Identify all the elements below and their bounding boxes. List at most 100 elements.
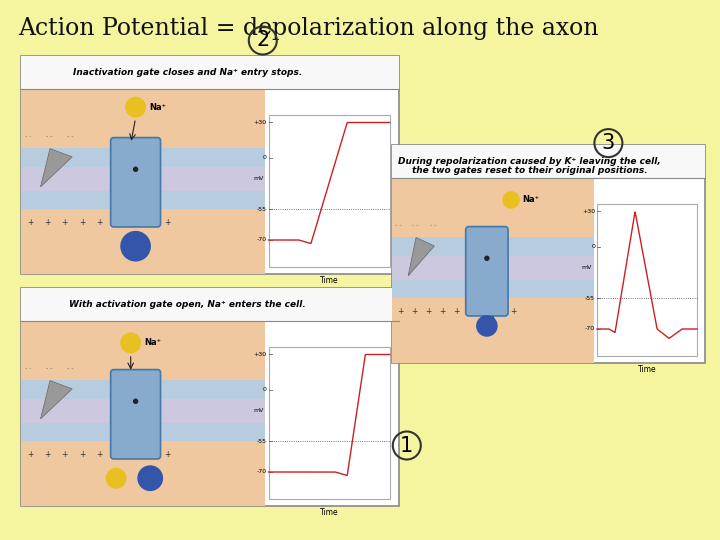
Circle shape <box>107 469 126 488</box>
Bar <box>21 399 265 423</box>
Text: -70: -70 <box>256 469 266 475</box>
Text: +: + <box>130 218 136 227</box>
Text: +: + <box>482 307 488 315</box>
Polygon shape <box>40 148 72 187</box>
Circle shape <box>134 167 138 171</box>
Circle shape <box>126 98 145 117</box>
Text: - -: - - <box>68 134 74 139</box>
Bar <box>392 145 705 363</box>
Text: - -: - - <box>413 224 419 228</box>
Polygon shape <box>408 238 434 276</box>
Text: +: + <box>496 307 502 315</box>
Polygon shape <box>40 381 72 419</box>
Text: +: + <box>78 450 85 458</box>
Bar <box>21 423 265 441</box>
Bar <box>392 145 705 178</box>
Circle shape <box>134 399 138 403</box>
Text: -70: -70 <box>256 238 266 242</box>
Text: +: + <box>467 307 474 315</box>
Bar <box>21 56 399 274</box>
Bar <box>597 204 697 356</box>
Bar <box>392 178 594 237</box>
Text: 3: 3 <box>602 133 615 153</box>
Text: - -: - - <box>395 224 401 228</box>
Text: +: + <box>27 218 34 227</box>
Bar <box>392 255 594 280</box>
Text: +: + <box>510 307 516 315</box>
Text: 0: 0 <box>263 155 266 160</box>
Text: +: + <box>113 218 120 227</box>
Text: - -: - - <box>25 366 32 372</box>
Bar <box>21 380 265 399</box>
Text: +: + <box>78 218 85 227</box>
Text: +: + <box>62 450 68 458</box>
Text: +: + <box>45 218 51 227</box>
Text: During repolarization caused by K⁺ leaving the cell,: During repolarization caused by K⁺ leavi… <box>398 157 661 166</box>
Text: Inactivation gate closes and Na⁺ entry stops.: Inactivation gate closes and Na⁺ entry s… <box>73 68 302 77</box>
Bar <box>392 298 594 363</box>
Bar <box>392 237 594 255</box>
Bar <box>269 115 390 267</box>
Text: -55: -55 <box>585 296 595 301</box>
Text: 1: 1 <box>400 435 413 456</box>
Text: Time: Time <box>320 508 338 517</box>
Text: 0: 0 <box>263 387 266 392</box>
Text: +: + <box>397 307 403 315</box>
Text: Na⁺: Na⁺ <box>149 103 166 112</box>
Text: +: + <box>454 307 460 315</box>
Text: With activation gate open, Na⁺ enters the cell.: With activation gate open, Na⁺ enters th… <box>69 300 306 309</box>
Text: - -: - - <box>46 134 53 139</box>
Text: 2: 2 <box>256 30 269 51</box>
Bar <box>269 347 390 500</box>
Circle shape <box>121 333 140 353</box>
Text: - -: - - <box>25 134 32 139</box>
Circle shape <box>477 316 497 336</box>
Circle shape <box>138 466 163 490</box>
Text: the two gates reset to their original positions.: the two gates reset to their original po… <box>412 166 647 175</box>
Bar <box>21 166 265 191</box>
FancyBboxPatch shape <box>111 138 161 227</box>
Bar <box>392 280 594 298</box>
Text: 0: 0 <box>591 244 595 249</box>
Text: Time: Time <box>638 365 657 374</box>
Text: +30: +30 <box>253 120 266 125</box>
Text: - -: - - <box>46 366 53 372</box>
Text: +: + <box>147 450 153 458</box>
Text: +: + <box>411 307 418 315</box>
Bar <box>21 148 265 166</box>
Text: +: + <box>45 450 51 458</box>
Bar <box>21 441 265 506</box>
Text: +30: +30 <box>582 209 595 214</box>
Bar <box>21 191 265 209</box>
FancyBboxPatch shape <box>111 369 161 459</box>
Text: Na⁺: Na⁺ <box>522 195 539 205</box>
Text: +: + <box>164 218 171 227</box>
Text: +30: +30 <box>253 352 266 357</box>
Text: +: + <box>439 307 446 315</box>
Bar <box>21 89 265 148</box>
Text: +: + <box>425 307 431 315</box>
Text: +: + <box>27 450 34 458</box>
FancyBboxPatch shape <box>466 227 508 316</box>
Text: +: + <box>62 218 68 227</box>
Circle shape <box>503 192 519 208</box>
Bar <box>21 288 399 321</box>
Text: mV: mV <box>253 177 264 181</box>
Text: mV: mV <box>582 266 592 271</box>
Bar <box>21 288 399 506</box>
Text: - -: - - <box>430 224 436 228</box>
Text: -55: -55 <box>256 439 266 444</box>
Bar <box>21 209 265 274</box>
Text: +: + <box>164 450 171 458</box>
Text: Action Potential = depolarization along the axon: Action Potential = depolarization along … <box>18 17 598 39</box>
Circle shape <box>121 232 150 261</box>
Text: +: + <box>96 450 102 458</box>
Text: Time: Time <box>320 276 338 285</box>
Bar <box>21 321 265 380</box>
Bar <box>21 56 399 89</box>
Text: mV: mV <box>253 408 264 414</box>
Text: +: + <box>113 450 120 458</box>
Text: +: + <box>147 218 153 227</box>
Circle shape <box>485 256 489 260</box>
Text: +: + <box>130 450 136 458</box>
